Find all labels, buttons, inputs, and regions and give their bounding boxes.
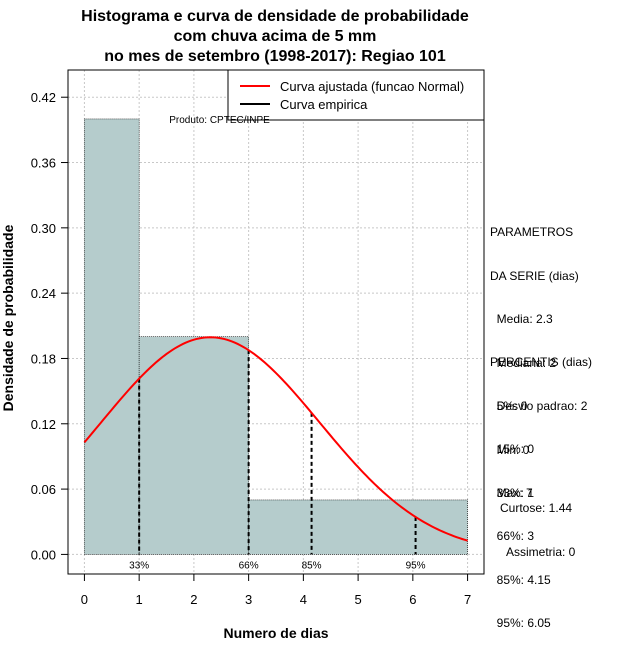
percentis-line: 85%: 4.15 [490, 572, 551, 587]
percentile-label: 95% [406, 560, 426, 571]
parametros-line: DA SERIE (dias) [490, 268, 579, 283]
histogram-bar [248, 499, 468, 555]
percentile-label: 33% [129, 560, 149, 571]
parametros-line: PARAMETROS [490, 225, 574, 239]
title-line-3: no mes de setembro (1998-2017): Regiao 1… [104, 48, 446, 65]
x-tick-label: 3 [245, 592, 252, 607]
percentiles-panel: PERCENTIS (dias) 5%: 0 15%: 0 33%: 1 66%… [490, 326, 592, 645]
y-tick-label: 0.36 [31, 156, 56, 171]
percentis-line: 95%: 6.05 [490, 616, 551, 630]
y-axis: 0.00 0.06 0.12 0.18 0.24 0.30 0.36 0.42 [31, 90, 69, 562]
parametros-line: Media: 2.3 [490, 312, 553, 326]
y-tick-label: 0.12 [31, 417, 56, 432]
percentis-line: 5%: 0 [490, 398, 528, 413]
percentile-markers: 33% 66% 85% 95% [129, 350, 426, 571]
percentis-line: PERCENTIS (dias) [490, 355, 593, 369]
x-tick-label: 0 [81, 592, 88, 607]
parametros-line: Mediana: 2 [490, 355, 557, 370]
y-tick-label: 0.30 [31, 221, 56, 236]
percentile-label: 85% [302, 560, 322, 571]
percentis-line: 66%: 3 [490, 529, 535, 543]
percentis-line: 15%: 0 [490, 442, 535, 456]
percentile-label: 66% [239, 560, 259, 571]
title-line-1: Histograma e curva de densidade de proba… [81, 8, 469, 25]
legend-label-fit: Curva ajustada (funcao Normal) [280, 79, 464, 94]
x-tick-label: 6 [409, 592, 416, 607]
x-tick-label: 7 [464, 592, 471, 607]
histogram-bar [84, 118, 140, 555]
x-tick-label: 2 [190, 592, 197, 607]
y-tick-label: 0.00 [31, 547, 56, 562]
assimetria-line: Assimetria: 0 [500, 544, 576, 559]
curtose-line: Curtose: 1.44 [500, 501, 573, 515]
x-tick-label: 1 [136, 592, 143, 607]
x-axis: 0 1 2 3 4 5 6 7 [81, 573, 471, 607]
parametros-line: Min: 0 [490, 442, 530, 457]
histogram-bar [138, 336, 249, 555]
chart-title: Histograma e curva de densidade de proba… [81, 8, 469, 65]
shape-statistics-panel: Curtose: 1.44 Assimetria: 0 [500, 472, 575, 574]
x-tick-label: 4 [300, 592, 307, 607]
title-line-2: com chuva acima de 5 mm [174, 28, 377, 45]
product-annotation: Produto: CPTEC/INPE [169, 115, 270, 126]
percentis-line: 33%: 1 [490, 485, 535, 500]
histogram-bars [84, 118, 468, 555]
legend-box [227, 69, 485, 121]
y-tick-label: 0.18 [31, 351, 56, 366]
parametros-line: Desvio padrao: 2 [490, 399, 588, 413]
y-tick-label: 0.24 [31, 286, 56, 301]
legend-label-empirical: Curva empirica [280, 97, 368, 112]
parametros-line: Max: 7 [490, 486, 533, 500]
y-tick-label: 0.42 [31, 90, 56, 105]
x-axis-title: Numero de dias [223, 625, 328, 641]
y-tick-label: 0.06 [31, 482, 56, 497]
y-axis-title: Densidade de probabilidade [0, 224, 16, 411]
normal-fit-curve [83, 336, 468, 542]
x-tick-label: 5 [354, 592, 361, 607]
series-parameters-panel: PARAMETROS DA SERIE (dias) Media: 2.3 Me… [490, 196, 587, 515]
legend: Curva ajustada (funcao Normal) Curva emp… [227, 69, 485, 121]
